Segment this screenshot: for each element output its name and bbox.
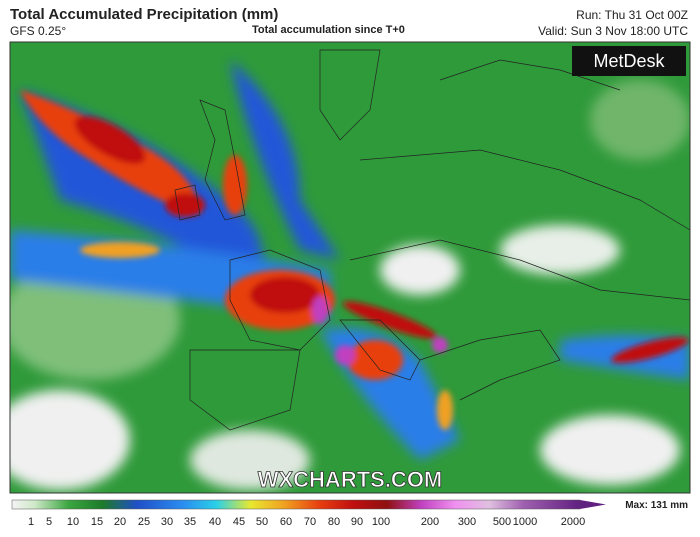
valid: Valid: Sun 3 Nov 18:00 UTC [538,24,688,38]
legend-tick: 500 [493,516,511,528]
logo: MetDesk [593,51,665,71]
legend-tick: 40 [209,516,221,528]
logo-box [572,46,686,76]
precip-field [10,42,690,493]
watermark: WXCHARTS.COM [258,467,443,492]
legend-tick: 60 [280,516,292,528]
subtitle: Total accumulation since T+0 [252,24,405,36]
legend-tick: 25 [138,516,150,528]
legend-tick: 10 [67,516,79,528]
legend-tick: 100 [372,516,390,528]
legend-tick: 15 [91,516,103,528]
legend-tick: 300 [458,516,476,528]
legend-tick: 5 [46,516,52,528]
colorbar [11,499,581,510]
colorbar-arrow [580,500,606,509]
legend-tick: 80 [328,516,340,528]
model: GFS 0.25° [10,24,67,38]
borders [174,49,690,431]
legend-tick: 30 [161,516,173,528]
legend-ticks: 1 5 10 15 20 25 30 35 40 45 50 60 70 80 90 100 200 300 500… [28,516,585,528]
legend-tick: 20 [114,516,126,528]
legend-tick: 45 [233,516,245,528]
legend-tick: 90 [351,516,363,528]
legend-tick: 1 [28,516,34,528]
legend-tick: 2000 [561,516,585,528]
legend-tick: 50 [256,516,268,528]
title: Total Accumulated Precipitation (mm) [10,6,279,23]
legend-tick: 70 [304,516,316,528]
legend-tick: 35 [184,516,196,528]
legend-max: Max: 131 mm [625,500,688,511]
legend-tick: 200 [421,516,439,528]
run: Run: Thu 31 Oct 00Z [576,8,688,22]
legend-tick: 1000 [513,516,537,528]
